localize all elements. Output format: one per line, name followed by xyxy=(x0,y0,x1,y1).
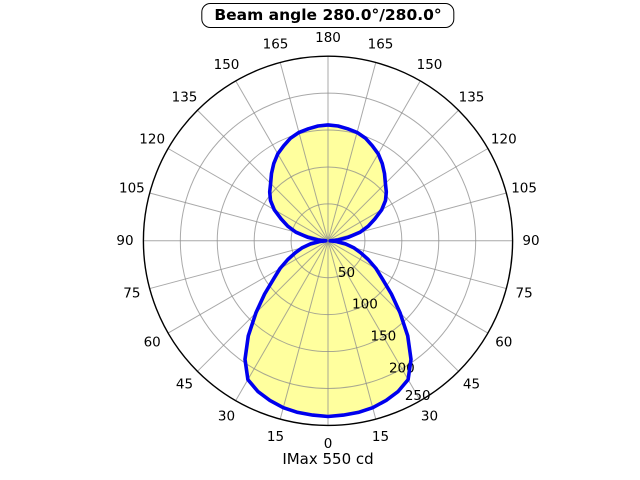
angle-label: 75 xyxy=(516,285,533,301)
angle-label: 105 xyxy=(511,180,537,196)
angle-label: 180 xyxy=(315,30,341,46)
angle-label: 150 xyxy=(214,57,240,73)
grid-spoke xyxy=(167,148,329,242)
radial-label: 100 xyxy=(352,297,378,313)
angle-label: 15 xyxy=(372,429,389,445)
angle-label: 30 xyxy=(218,409,235,425)
angle-label: 105 xyxy=(119,180,145,196)
grid-spoke xyxy=(327,80,421,242)
radial-label: 150 xyxy=(370,329,396,345)
angle-label: 0 xyxy=(324,436,333,452)
grid-circle xyxy=(216,129,440,353)
angle-label: 90 xyxy=(116,233,133,249)
radial-label: 250 xyxy=(405,388,431,404)
grid-spoke xyxy=(327,240,489,334)
angle-label: 45 xyxy=(463,376,480,392)
angle-label: 15 xyxy=(267,429,284,445)
grid-spoke xyxy=(327,109,459,242)
angle-label: 90 xyxy=(522,233,539,249)
grid-circle xyxy=(253,166,403,316)
angle-label: 45 xyxy=(176,376,193,392)
radial-label: 50 xyxy=(338,265,355,281)
grid-spoke xyxy=(279,240,329,420)
angle-label: 60 xyxy=(495,334,512,350)
grid-spoke xyxy=(197,109,329,242)
grid-spoke xyxy=(327,62,377,241)
grid-circle xyxy=(290,203,366,279)
grid-circle xyxy=(179,92,477,389)
angle-label: 75 xyxy=(123,285,140,301)
angle-label: 120 xyxy=(491,131,517,147)
angle-label: 60 xyxy=(144,334,161,350)
polar-outer-circle xyxy=(142,55,514,427)
angle-label: 30 xyxy=(421,409,438,425)
angle-label: 165 xyxy=(368,37,394,53)
grid-spoke xyxy=(235,240,329,401)
grid-spoke xyxy=(197,240,329,372)
grid-spoke xyxy=(327,240,421,401)
beam-intensity-curve xyxy=(243,123,413,419)
imax-label: IMax 550 cd xyxy=(282,450,374,468)
grid-spoke xyxy=(279,62,329,241)
angle-label: 120 xyxy=(139,131,165,147)
grid-spoke xyxy=(327,148,489,242)
angle-label: 135 xyxy=(459,89,485,105)
grid-spoke xyxy=(327,240,459,372)
grid-spoke xyxy=(235,80,329,242)
angle-label: 135 xyxy=(172,89,198,105)
grid-spoke xyxy=(327,240,377,420)
angle-label: 150 xyxy=(417,57,443,73)
angle-label: 165 xyxy=(263,37,289,53)
chart-title: Beam angle 280.0°/280.0° xyxy=(201,3,455,28)
grid-spoke xyxy=(167,240,329,334)
